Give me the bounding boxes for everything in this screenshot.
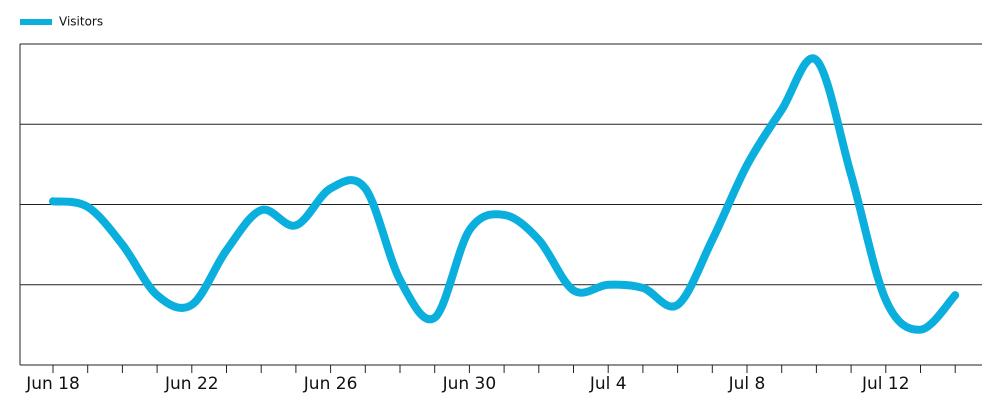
- x-tick-label: Jul 4: [589, 374, 627, 394]
- x-tick-label: Jul 12: [861, 374, 910, 394]
- x-tick-label: Jun 18: [25, 374, 80, 394]
- legend-label: Visitors: [59, 15, 103, 29]
- line-series: [49, 54, 960, 334]
- x-tick-label: Jun 22: [164, 374, 219, 394]
- x-tick-label: Jun 26: [303, 374, 358, 394]
- x-tick-label: Jul 8: [728, 374, 766, 394]
- x-tick-label: Jun 30: [442, 374, 497, 394]
